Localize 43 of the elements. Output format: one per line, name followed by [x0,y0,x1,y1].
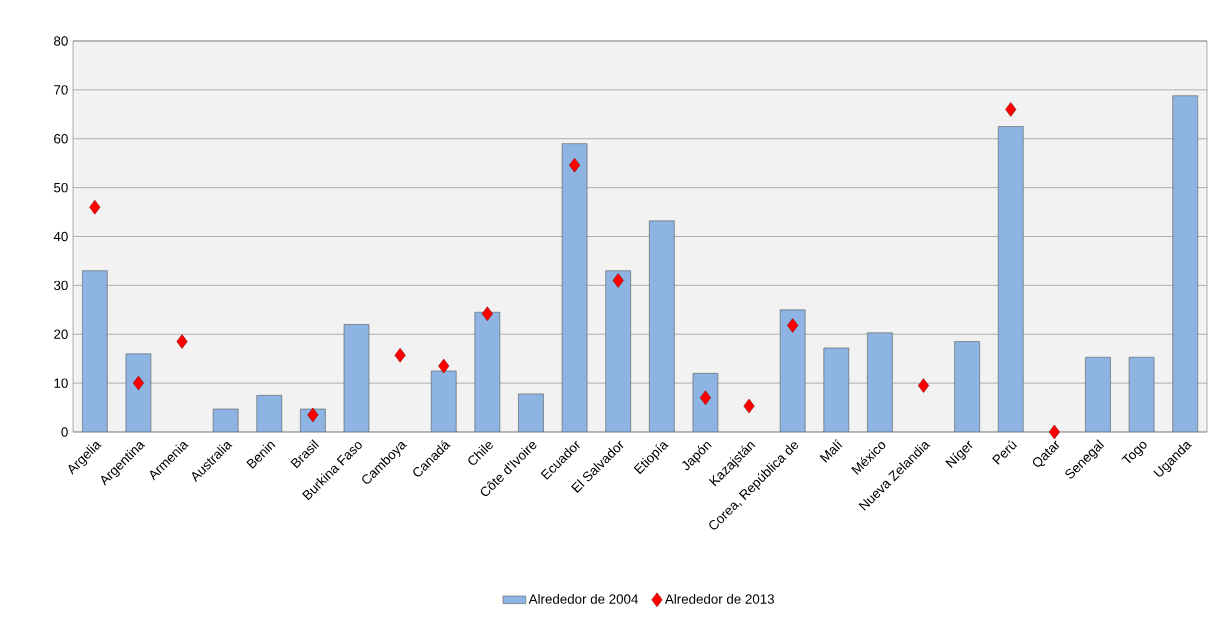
bar [692,373,719,432]
y-tick-label: 50 [54,182,68,193]
point [612,273,624,288]
y-tick-label: 0 [61,427,68,437]
bar [867,332,893,432]
y-tick-label: 80 [54,36,68,46]
point [89,199,101,215]
point [1005,102,1017,117]
point [1048,424,1060,440]
legend-label: Alrededor de 2004 [528,594,638,604]
bar [649,220,675,432]
bar [561,143,588,432]
legend-label: Alrededor de 2013 [664,594,775,604]
bar [1085,356,1111,432]
point [176,334,188,349]
y-tick-label: 30 [53,280,68,291]
bar [256,395,283,432]
bar [1172,95,1198,432]
point [481,306,493,321]
bar [954,341,980,432]
bar [125,353,152,432]
bar [823,347,850,432]
y-tick-label: 70 [54,85,68,95]
y-tick-label: 10 [54,378,68,388]
y-tick-label: 40 [53,231,68,242]
bar [605,270,631,432]
point [394,347,406,363]
y-tick-label: 20 [54,329,68,339]
bar [997,126,1024,432]
bar [1128,356,1155,432]
bar [343,324,370,432]
point [438,358,450,374]
point [787,318,799,333]
bar [779,309,806,432]
point [743,398,755,414]
y-tick-label: 60 [54,134,68,144]
bar [518,393,544,432]
bar [82,270,108,432]
point [569,157,581,173]
bar [430,370,457,432]
point [917,378,930,393]
x-tick-label: Togo [1121,441,1147,464]
point [132,375,144,391]
